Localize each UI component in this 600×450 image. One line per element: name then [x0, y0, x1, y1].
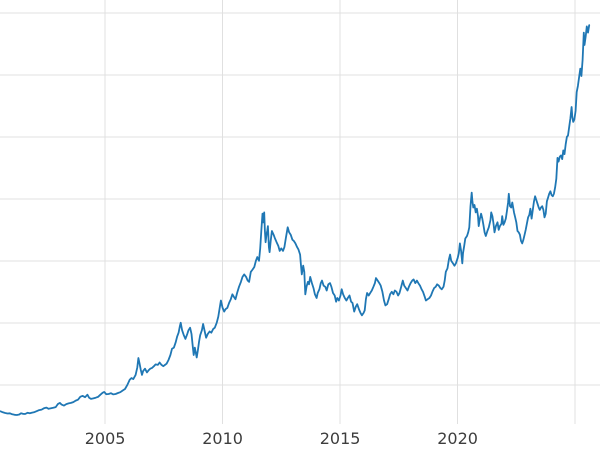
x-tick-label: 2020	[437, 429, 478, 448]
price-line-series	[0, 24, 591, 416]
x-tick-label: 2015	[320, 429, 361, 448]
x-tick-label: 2005	[85, 429, 126, 448]
x-tick-label: 2010	[202, 429, 243, 448]
